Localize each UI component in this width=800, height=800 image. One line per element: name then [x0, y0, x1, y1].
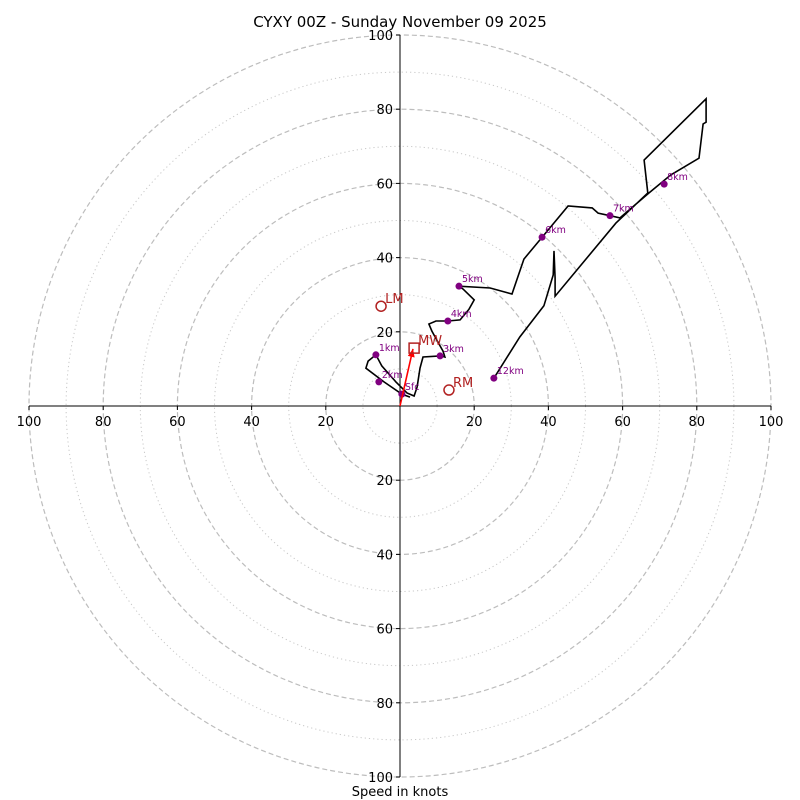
- x-tick-label: 20: [318, 415, 335, 430]
- wind-trace-line: [364, 96, 707, 398]
- height-label-3km: 3km: [443, 344, 464, 355]
- x-tick-label: 40: [540, 415, 557, 430]
- x-tick-label: 20: [466, 415, 483, 430]
- rm-label: RM: [453, 376, 473, 391]
- storm-motion: LM RM MW: [375, 292, 473, 407]
- x-tick-label: 60: [614, 415, 631, 430]
- lm-marker: [375, 300, 387, 312]
- tick-labels: 100 80 60 40 20 20 40 60 80 100 100 80 60 40 20 20 40 60 8…: [17, 29, 784, 786]
- x-tick-label: 60: [169, 415, 186, 430]
- height-label-8km: 8km: [667, 172, 688, 183]
- height-marker-5km: [455, 282, 463, 290]
- y-tick-label: 20: [376, 326, 393, 341]
- y-tick-label: 60: [376, 623, 393, 638]
- rm-marker: [443, 384, 455, 396]
- y-tick-label: 100: [368, 29, 393, 44]
- y-tick-label: 100: [368, 771, 393, 786]
- mean-wind-arrow: [399, 348, 414, 407]
- wind-trace: [364, 96, 707, 398]
- height-marker-2km: [375, 378, 383, 386]
- height-marker-8km: [660, 180, 668, 188]
- y-tick-label: 20: [376, 474, 393, 489]
- chart-title: CYXY 00Z - Sunday November 09 2025: [253, 13, 547, 31]
- height-marker-12km: [490, 374, 498, 382]
- height-marker-7km: [606, 212, 614, 220]
- y-tick-label: 40: [376, 548, 393, 563]
- x-tick-label: 100: [17, 415, 42, 430]
- x-tick-label: 80: [689, 415, 706, 430]
- height-label-4km: 4km: [451, 309, 472, 320]
- mw-marker: [408, 342, 420, 354]
- x-tick-label: 80: [95, 415, 112, 430]
- height-label-12km: 12km: [497, 366, 524, 377]
- x-tick-label: 40: [243, 415, 260, 430]
- height-label-5km: 5km: [462, 274, 483, 285]
- lm-label: LM: [385, 292, 403, 307]
- height-label-6km: 6km: [545, 225, 566, 236]
- height-label-1km: 1km: [379, 343, 400, 354]
- mw-label: MW: [418, 334, 442, 349]
- height-marker-1km: [372, 351, 380, 359]
- height-label-sfc: Sfc: [405, 382, 420, 393]
- height-marker-6km: [538, 233, 546, 241]
- x-axis-label: Speed in knots: [352, 785, 449, 800]
- y-tick-label: 80: [376, 103, 393, 118]
- height-marker-3km: [436, 352, 444, 360]
- x-tick-label: 100: [759, 415, 784, 430]
- y-tick-label: 80: [376, 697, 393, 712]
- y-tick-label: 60: [376, 177, 393, 192]
- y-tick-label: 40: [376, 252, 393, 267]
- height-label-7km: 7km: [613, 204, 634, 215]
- height-label-2km: 2km: [382, 370, 403, 381]
- height-marker-4km: [444, 317, 452, 325]
- height-markers: Sfc 1km 2km 3km 4km 5km 6km 7km 8km 12km: [372, 172, 688, 398]
